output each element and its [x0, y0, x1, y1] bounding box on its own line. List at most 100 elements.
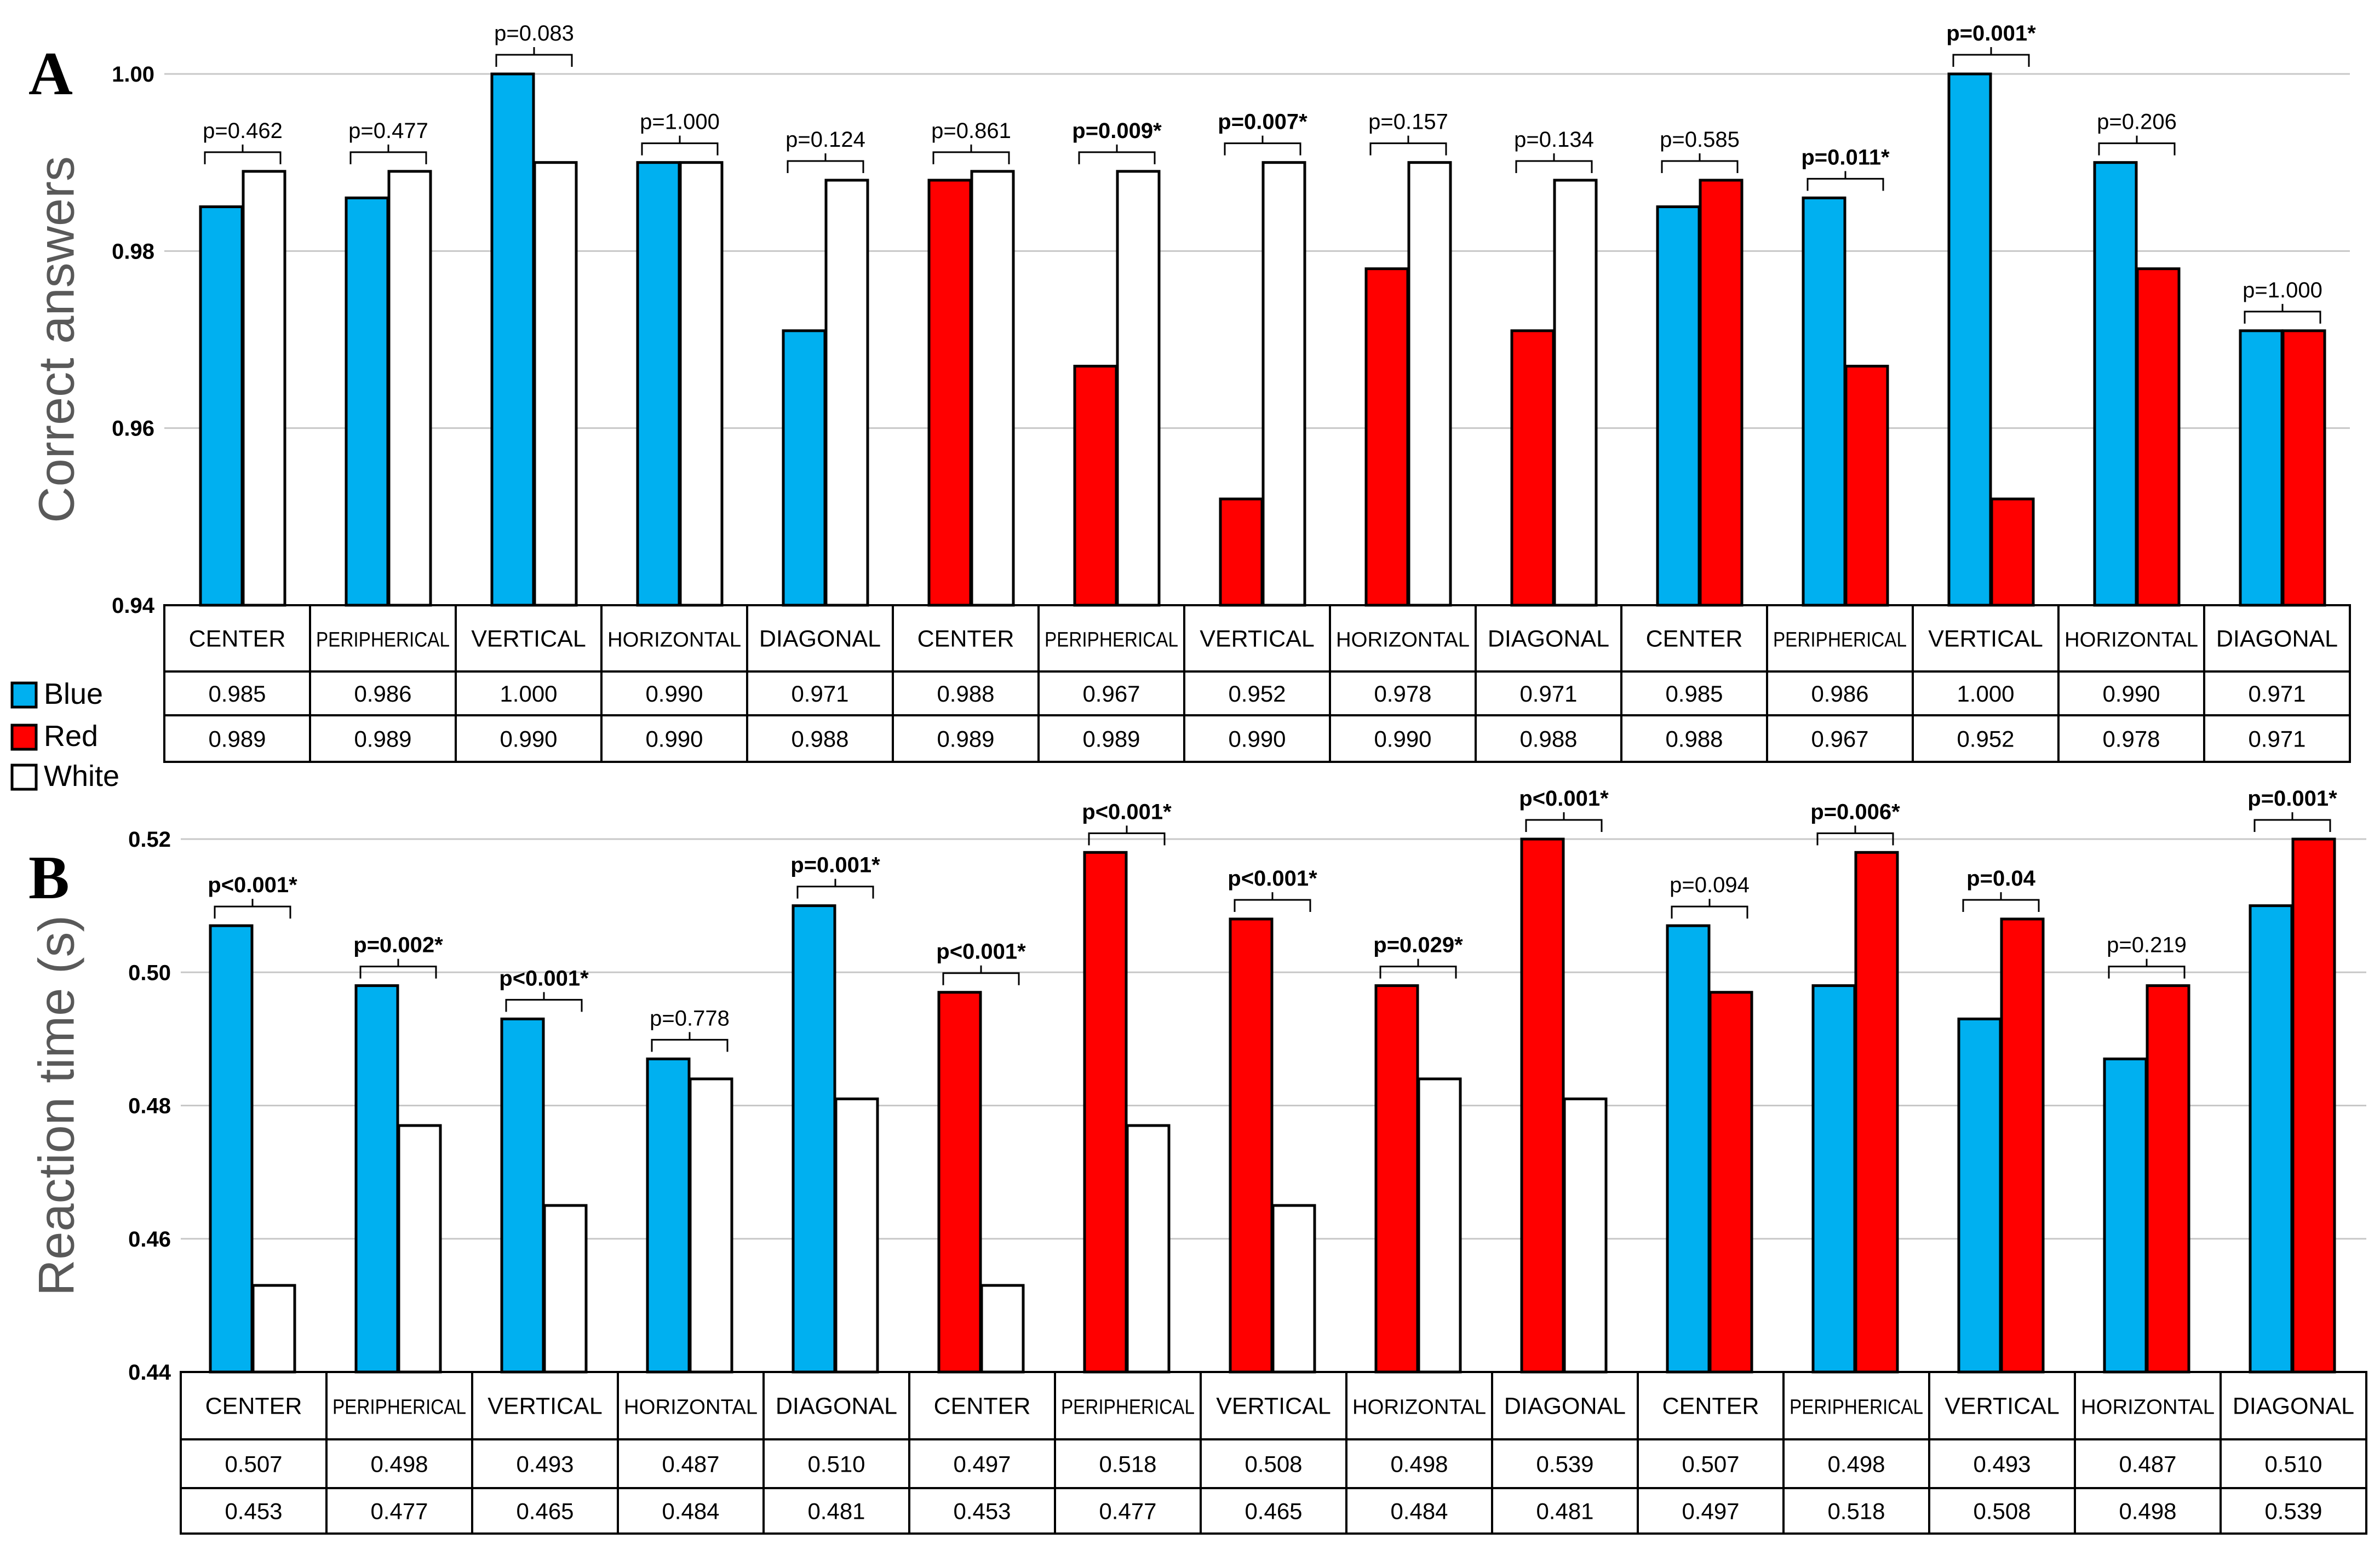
legend-label-white: White [44, 760, 119, 793]
significance-bracket [1806, 171, 1884, 191]
bar-blue [1656, 205, 1701, 607]
bar-blue [1811, 984, 1856, 1374]
table-cell-row1: 0.510 [807, 1451, 865, 1477]
table-cell-row2: 0.971 [2248, 726, 2306, 752]
table-cell-row2: 0.989 [354, 726, 411, 752]
category-label: VERTICAL [1200, 626, 1315, 652]
table-cell-row2: 0.481 [1536, 1499, 1593, 1524]
significance-bracket [204, 144, 282, 164]
bar-blue [354, 984, 399, 1374]
significance-bracket [1078, 144, 1156, 164]
table-cell-row2: 0.988 [1665, 726, 1723, 752]
category-label: CENTER [934, 1393, 1031, 1420]
p-value-label: p=0.029* [1373, 933, 1463, 957]
category-label: VERTICAL [488, 1393, 603, 1420]
y-tick-label: 0.46 [128, 1227, 171, 1252]
p-value-label: p=0.219 [2107, 933, 2187, 957]
significance-bracket [1525, 812, 1603, 832]
p-value-label: p=0.477 [348, 119, 428, 143]
bar-blue [1947, 72, 1992, 607]
bar-red [1229, 917, 1274, 1374]
p-value-label: p=0.001* [2247, 787, 2337, 811]
legend: Blue Red White [10, 678, 119, 793]
table-cell-row1: 0.498 [1390, 1451, 1448, 1477]
table-cell-row1: 0.498 [1827, 1451, 1885, 1477]
p-value-label: p=0.04 [1966, 866, 2035, 891]
bar-blue [1957, 1017, 2002, 1374]
significance-bracket [942, 965, 1020, 985]
bar-white [689, 1077, 733, 1374]
table-cell-row2: 0.952 [1957, 726, 2014, 752]
table-cell-row1: 0.507 [1682, 1451, 1739, 1477]
table-cell-row2: 0.990 [500, 726, 557, 752]
bar-white [1407, 161, 1452, 607]
p-value-label: p=0.011* [1801, 145, 1890, 169]
y-axis-title: Reaction time (s) [28, 915, 84, 1296]
table-cell-row1: 0.986 [1811, 681, 1868, 707]
significance-bracket [2098, 135, 2176, 156]
table-cell-row1: 0.493 [1973, 1451, 2031, 1477]
category-label: CENTER [205, 1393, 302, 1420]
table-cell-row2: 0.477 [370, 1499, 428, 1524]
bar-red [1510, 329, 1555, 607]
table-cell-row1: 0.508 [1245, 1451, 1302, 1477]
table-cell-row2: 0.508 [1973, 1499, 2031, 1524]
table-cell-row1: 0.990 [645, 681, 703, 707]
legend-label-red: Red [44, 720, 98, 753]
significance-bracket [1224, 135, 1301, 156]
category-label: VERTICAL [1216, 1393, 1331, 1420]
bar-red [927, 179, 972, 607]
table-cell-row2: 0.989 [208, 726, 266, 752]
significance-bracket [796, 879, 874, 899]
bar-blue [209, 924, 254, 1374]
p-value-label: p=0.206 [2097, 110, 2177, 134]
bar-red [2281, 329, 2326, 607]
table-cell-row2: 0.453 [953, 1499, 1011, 1524]
bar-red [1699, 179, 1744, 607]
bar-white [679, 161, 724, 607]
bar-white [1553, 179, 1598, 607]
significance-bracket [349, 144, 427, 164]
bar-red [2146, 984, 2190, 1374]
bar-white [1126, 1124, 1171, 1374]
table-cell-row1: 0.985 [1665, 681, 1723, 707]
table-cell-row2: 0.988 [1519, 726, 1577, 752]
bar-red [937, 991, 982, 1374]
significance-bracket [2253, 812, 2331, 832]
p-value-label: p<0.001* [1519, 787, 1609, 811]
significance-bracket [2244, 303, 2321, 324]
category-label: PERIPHERICAL [1773, 629, 1907, 652]
bar-blue [792, 904, 836, 1374]
category-label: PERIPHERICAL [332, 1396, 466, 1419]
bar-red [1364, 267, 1409, 607]
bar-white [387, 170, 432, 607]
bar-white [980, 1284, 1025, 1374]
y-tick-label: 0.50 [128, 961, 171, 985]
p-value-label: p=0.157 [1368, 110, 1448, 134]
table-cell-row1: 0.518 [1099, 1451, 1156, 1477]
p-value-label: p=0.001* [790, 853, 880, 877]
category-label: PERIPHERICAL [1045, 629, 1178, 652]
table-cell-row2: 0.484 [662, 1499, 719, 1524]
bar-red [1708, 991, 1753, 1374]
bar-white [251, 1284, 296, 1374]
table-cell-row1: 0.978 [1374, 681, 1431, 707]
p-value-label: p=0.778 [650, 1006, 730, 1030]
significance-bracket [359, 958, 437, 979]
category-label: HORIZONTAL [1352, 1396, 1486, 1419]
bar-white [970, 170, 1015, 607]
significance-bracket [495, 47, 573, 67]
category-label: HORIZONTAL [624, 1396, 758, 1419]
bar-red [1374, 984, 1419, 1374]
panel-b: B 0.44 0.46 0.48 0.50 0.52 Reaction time (s) p<… [28, 787, 2367, 1535]
table-cell-row1: 1.000 [1957, 681, 2014, 707]
significance-bracket [1661, 153, 1739, 173]
category-label: HORIZONTAL [2064, 629, 2198, 652]
panel-letter: B [28, 844, 70, 912]
legend-swatch-white [10, 763, 38, 791]
table-cell-row2: 0.518 [1827, 1499, 1885, 1524]
bar-red [1520, 837, 1565, 1374]
table-cell-row1: 0.988 [937, 681, 994, 707]
significance-bracket [214, 899, 291, 919]
